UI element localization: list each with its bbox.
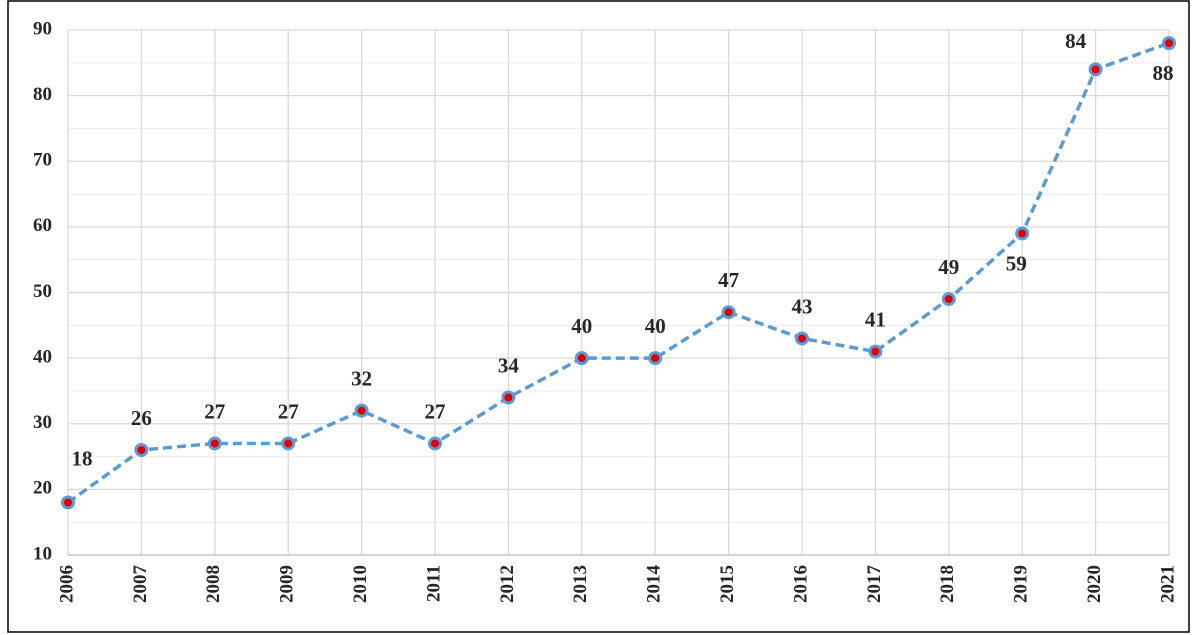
marker — [941, 292, 956, 307]
x-tick-label: 2016 — [790, 565, 811, 603]
x-tick-label: 2006 — [56, 565, 77, 603]
x-tick-label: 2019 — [1011, 565, 1032, 603]
x-tick-label: 2020 — [1084, 565, 1105, 603]
marker-dot — [431, 439, 439, 448]
data-label: 34 — [498, 353, 520, 377]
marker — [648, 351, 663, 366]
y-tick-label: 70 — [33, 150, 52, 171]
data-label: 18 — [72, 446, 93, 470]
y-tick-label: 50 — [33, 281, 52, 302]
marker-dot — [651, 354, 660, 363]
x-tick-label: 2018 — [937, 565, 958, 603]
marker-dot — [871, 347, 880, 356]
y-tick-label: 30 — [33, 412, 52, 433]
y-tick-label: 40 — [33, 346, 52, 367]
data-label: 49 — [938, 255, 959, 279]
marker — [61, 495, 75, 510]
data-label: 40 — [571, 314, 592, 338]
marker — [354, 403, 369, 418]
marker — [795, 331, 809, 346]
data-label: 27 — [425, 399, 446, 423]
x-tick-label: 2011 — [423, 565, 444, 602]
data-label: 88 — [1153, 61, 1174, 85]
marker — [207, 436, 222, 451]
marker-dot — [64, 498, 72, 507]
marker — [501, 390, 516, 405]
y-tick-label: 90 — [33, 18, 52, 39]
x-tick-label: 2021 — [1157, 565, 1178, 603]
marker — [721, 305, 736, 320]
x-tick-label: 2013 — [570, 565, 591, 603]
data-label: 47 — [718, 268, 739, 292]
y-tick-label: 20 — [33, 478, 52, 499]
marker — [574, 351, 589, 366]
marker-dot — [944, 295, 953, 304]
marker-dot — [357, 406, 366, 415]
data-label: 32 — [351, 366, 372, 390]
marker — [1015, 226, 1030, 241]
chart-border — [7, 0, 1190, 633]
marker-dot — [210, 439, 219, 448]
data-label: 59 — [1006, 251, 1027, 275]
x-tick-label: 2007 — [130, 565, 151, 604]
x-tick-label: 2008 — [203, 565, 224, 603]
y-tick-label: 60 — [33, 215, 52, 236]
x-tick-label: 2015 — [717, 565, 738, 603]
x-tick-label: 2017 — [864, 565, 885, 604]
marker-dot — [1165, 39, 1173, 48]
x-tick-label: 2009 — [277, 565, 298, 603]
x-tick-label: 2014 — [644, 565, 665, 604]
y-tick-label: 10 — [33, 543, 52, 564]
x-tick-label: 2012 — [497, 565, 518, 603]
x-tick-label: 2010 — [350, 565, 371, 603]
marker-dot — [504, 393, 513, 402]
marker-dot — [137, 446, 146, 454]
data-label: 40 — [645, 314, 666, 338]
marker-dot — [284, 439, 293, 448]
marker-dot — [1018, 229, 1027, 238]
data-label: 41 — [865, 307, 886, 331]
data-label: 84 — [1065, 29, 1087, 53]
marker — [134, 443, 149, 457]
marker — [1162, 36, 1176, 51]
data-label: 26 — [131, 406, 152, 430]
marker-dot — [577, 354, 586, 363]
marker-dot — [798, 334, 806, 343]
marker — [1088, 62, 1103, 77]
line — [66, 41, 1170, 504]
marker — [281, 436, 296, 451]
marker-dot — [724, 308, 733, 317]
marker — [428, 436, 442, 451]
y-tick-label: 80 — [33, 84, 52, 105]
data-label: 43 — [792, 294, 813, 318]
marker — [868, 344, 883, 359]
data-label: 27 — [278, 399, 299, 423]
data-label: 27 — [204, 399, 225, 423]
marker-dot — [1091, 65, 1100, 74]
